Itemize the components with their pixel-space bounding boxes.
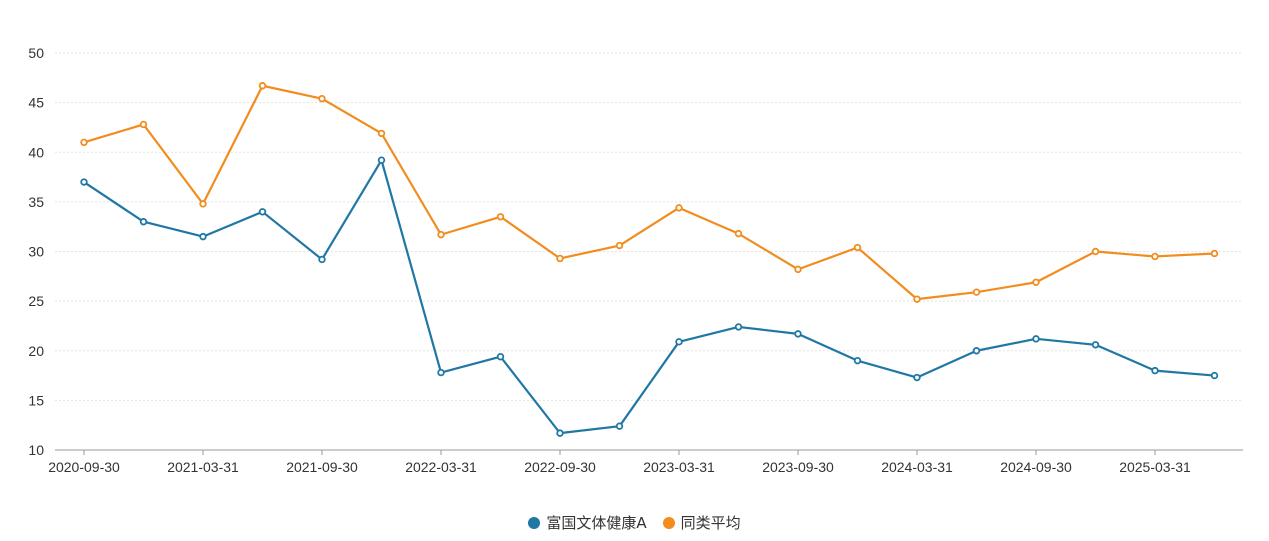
data-point[interactable] bbox=[675, 338, 683, 346]
data-point[interactable] bbox=[139, 120, 148, 129]
data-point[interactable] bbox=[1032, 335, 1040, 343]
data-point[interactable] bbox=[1091, 341, 1100, 349]
data-point[interactable] bbox=[496, 213, 505, 221]
y-tick-label: 25 bbox=[28, 293, 44, 309]
y-tick-label: 10 bbox=[28, 442, 44, 458]
data-point[interactable] bbox=[318, 255, 326, 264]
x-tick-label: 2021-03-31 bbox=[167, 459, 239, 475]
data-point[interactable] bbox=[377, 129, 386, 138]
y-tick-label: 35 bbox=[28, 194, 44, 210]
data-point[interactable] bbox=[80, 178, 88, 186]
data-point[interactable] bbox=[913, 295, 921, 303]
x-tick-label: 2024-09-30 bbox=[1000, 459, 1072, 475]
x-tick-label: 2022-03-31 bbox=[405, 459, 477, 475]
legend: 富国文体健康A 同类平均 bbox=[0, 512, 1269, 533]
data-point[interactable] bbox=[913, 373, 921, 382]
legend-label-series-2: 同类平均 bbox=[680, 514, 741, 532]
data-point[interactable] bbox=[853, 356, 862, 365]
series-line-1 bbox=[83, 159, 1215, 435]
x-tick-label: 2021-09-30 bbox=[286, 459, 358, 475]
data-point[interactable] bbox=[199, 232, 207, 241]
data-point[interactable] bbox=[1091, 247, 1100, 256]
data-point[interactable] bbox=[615, 241, 624, 250]
data-point[interactable] bbox=[734, 323, 743, 331]
data-point[interactable] bbox=[139, 218, 148, 226]
data-point[interactable] bbox=[1032, 278, 1040, 286]
data-point[interactable] bbox=[972, 288, 981, 296]
y-axis-ticks: 10 15 20 25 30 35 40 45 50 bbox=[28, 45, 44, 458]
y-tick-label: 15 bbox=[28, 392, 44, 408]
data-point[interactable] bbox=[437, 230, 445, 239]
data-point[interactable] bbox=[377, 156, 386, 164]
x-tick-label: 2024-03-31 bbox=[881, 459, 953, 475]
legend-label-series-1: 富国文体健康A bbox=[546, 514, 647, 532]
data-point[interactable] bbox=[1210, 249, 1219, 258]
y-tick-label: 20 bbox=[28, 343, 44, 359]
series-lines bbox=[80, 82, 1219, 437]
y-tick-label: 50 bbox=[28, 45, 44, 61]
legend-marker-series-1 bbox=[528, 516, 541, 529]
data-point[interactable] bbox=[1151, 366, 1159, 375]
data-point[interactable] bbox=[794, 265, 802, 274]
x-tick-label: 2023-03-31 bbox=[643, 459, 715, 475]
data-point[interactable] bbox=[80, 138, 88, 147]
data-point[interactable] bbox=[258, 82, 267, 90]
data-point[interactable] bbox=[1210, 371, 1219, 380]
y-tick-label: 30 bbox=[28, 244, 44, 260]
x-tick-label: 2020-09-30 bbox=[48, 459, 120, 475]
data-point[interactable] bbox=[1151, 252, 1159, 261]
y-tick-label: 40 bbox=[28, 144, 44, 160]
data-point[interactable] bbox=[318, 94, 326, 103]
data-point[interactable] bbox=[853, 243, 862, 252]
legend-marker-series-2 bbox=[662, 516, 675, 529]
data-point[interactable] bbox=[199, 200, 207, 208]
y-tick-label: 45 bbox=[28, 95, 44, 111]
data-point[interactable] bbox=[556, 429, 564, 437]
data-point[interactable] bbox=[675, 204, 683, 212]
series-line-2 bbox=[83, 84, 1215, 301]
x-tick-label: 2025-03-31 bbox=[1119, 459, 1191, 475]
data-point[interactable] bbox=[556, 254, 564, 263]
x-axis-ticks: 2020-09-30 2021-03-31 2021-09-30 2022-03-31… bbox=[48, 450, 1191, 475]
legend-item-series-1[interactable]: 富国文体健康A bbox=[528, 512, 647, 533]
data-point[interactable] bbox=[972, 347, 981, 355]
x-tick-label: 2023-09-30 bbox=[762, 459, 834, 475]
data-point[interactable] bbox=[734, 229, 743, 238]
data-point[interactable] bbox=[258, 208, 267, 216]
legend-item-series-2[interactable]: 同类平均 bbox=[662, 512, 741, 533]
data-point[interactable] bbox=[794, 330, 802, 338]
data-point[interactable] bbox=[615, 422, 624, 430]
data-point[interactable] bbox=[496, 353, 505, 361]
data-point[interactable] bbox=[437, 368, 445, 377]
x-tick-label: 2022-09-30 bbox=[524, 459, 596, 475]
